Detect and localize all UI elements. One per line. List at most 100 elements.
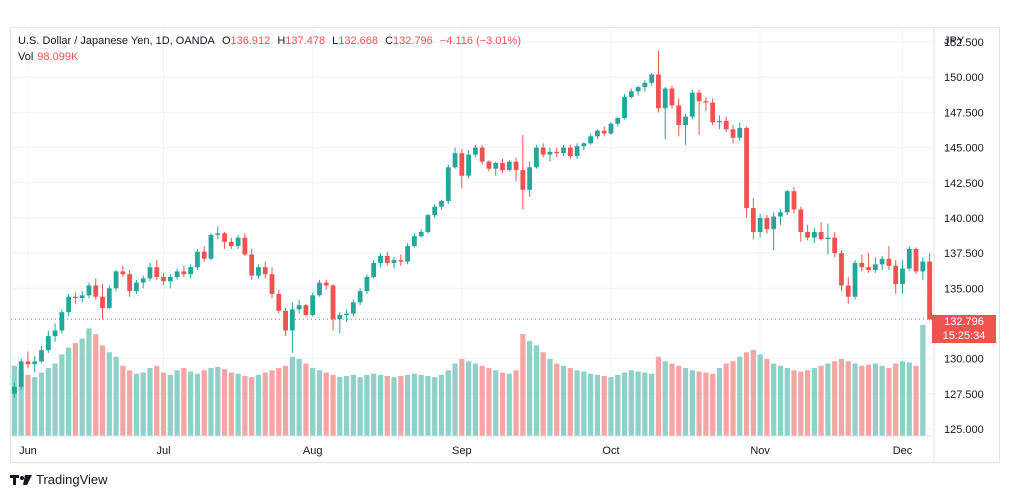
volume-bar (486, 368, 492, 436)
volume-bar (276, 368, 282, 436)
candle (86, 282, 92, 299)
high-label: H (277, 35, 286, 47)
candle-body (283, 310, 288, 331)
candle (154, 260, 160, 280)
volume-bar (418, 374, 424, 436)
candle (513, 157, 519, 182)
candle (730, 125, 736, 144)
candle (222, 232, 227, 249)
volume-bar (689, 370, 695, 436)
candle-body (398, 260, 404, 262)
candle-body (730, 129, 736, 138)
candle-body (601, 130, 607, 134)
volume-bar (167, 374, 173, 436)
candle-body (852, 262, 858, 297)
volume-bar (337, 377, 343, 436)
candle (411, 233, 417, 248)
candle (11, 382, 17, 399)
candle (405, 243, 410, 265)
candle (750, 198, 756, 240)
candle-body (201, 251, 207, 259)
candle-body (350, 302, 356, 314)
candle-body (635, 87, 641, 92)
volume-bar (343, 375, 350, 436)
candle (757, 213, 763, 238)
volume-bar (438, 374, 445, 436)
volume-bar (527, 340, 533, 436)
volume-bar (38, 372, 45, 436)
vol-value: 98.099K (37, 51, 79, 63)
candle (100, 284, 105, 320)
candle (276, 289, 282, 314)
price-tick-label: 130.000 (944, 354, 984, 366)
month-label: Dec (893, 445, 913, 457)
candle-body (466, 154, 472, 176)
candle-body (839, 253, 844, 286)
candle-body (920, 261, 926, 272)
candle-body (45, 336, 51, 351)
candle-body (134, 282, 139, 292)
volume-bar (32, 377, 38, 436)
candle-body (215, 233, 221, 235)
volume-bar (899, 361, 906, 436)
candle (296, 299, 302, 314)
volume-bar (79, 338, 85, 436)
volume-bar (262, 372, 268, 436)
high-value: 137.478 (285, 35, 326, 47)
candle-body (222, 233, 227, 242)
candle (662, 87, 668, 140)
candle (235, 234, 241, 249)
candle-body (608, 123, 614, 134)
candle-body (11, 386, 17, 394)
volume-bar (716, 368, 723, 436)
candle-body (289, 309, 295, 331)
candle-body (113, 271, 119, 289)
candle (669, 85, 675, 109)
volume-bar (499, 372, 506, 436)
volume-bar (784, 368, 790, 436)
candle (628, 88, 634, 99)
chart-frame (10, 27, 1000, 463)
candle-body (547, 151, 553, 155)
candle-body (662, 88, 668, 109)
candle (818, 222, 824, 241)
volume-bar (350, 374, 356, 436)
volume-bar (425, 375, 431, 436)
price-tick-label: 150.000 (944, 72, 984, 84)
volume-bar (86, 328, 92, 436)
candle-body (52, 330, 58, 337)
volume-bar (208, 368, 214, 436)
candle (215, 226, 221, 240)
candle (249, 248, 255, 280)
volume-bar (404, 374, 411, 436)
volume-bar (235, 373, 241, 436)
volume-bar (703, 372, 709, 436)
candle (384, 251, 390, 266)
candle (859, 254, 865, 272)
candle-body (303, 305, 309, 316)
volume-bar (920, 325, 926, 436)
candle (710, 98, 716, 126)
candle-body (330, 285, 336, 320)
candle (310, 292, 316, 317)
candle (269, 267, 275, 299)
volume-bar (818, 365, 824, 436)
volume-bar (825, 363, 831, 436)
volume-bar (798, 371, 804, 436)
candle-body (310, 295, 316, 316)
volume-bar (621, 372, 628, 436)
candle-body (784, 191, 790, 213)
tradingview-branding[interactable]: TradingView (10, 472, 108, 487)
candle-body (717, 120, 722, 123)
candle (913, 247, 919, 275)
candle (167, 274, 173, 289)
candle-body (405, 246, 410, 262)
countdown-tag: 15:25:34 (932, 329, 996, 343)
candle (656, 50, 661, 113)
open-value: 136.912 (230, 35, 271, 47)
candle-body (866, 267, 871, 270)
volume-bar (838, 358, 845, 436)
candle-body (791, 191, 797, 210)
volume-bar (723, 363, 729, 436)
